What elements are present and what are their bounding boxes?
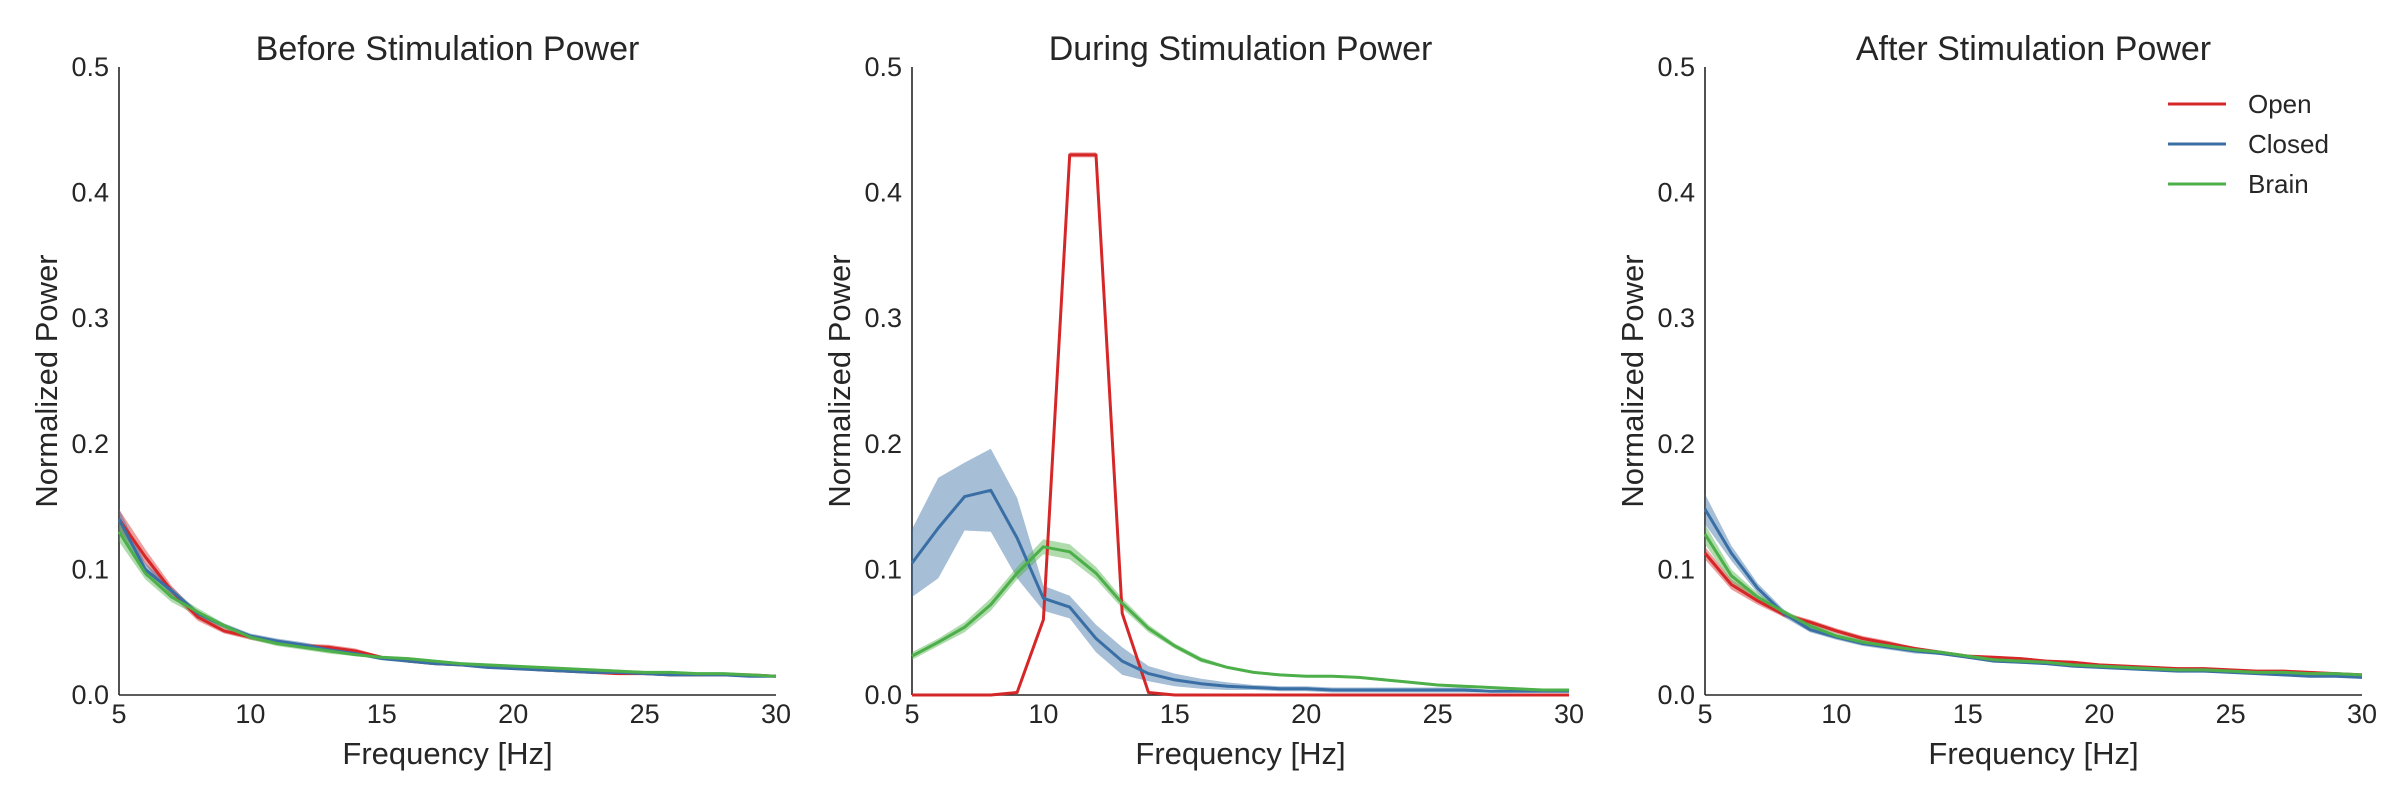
y-tick-label: 0.0: [1657, 680, 1695, 710]
series-line-closed: [1703, 508, 2363, 679]
chart-title: During Stimulation Power: [1049, 30, 1433, 68]
y-tick-label: 0.5: [864, 52, 902, 82]
y-tick-label: 0.2: [864, 429, 902, 459]
x-tick-label: 10: [1028, 699, 1058, 729]
series-line-open: [1703, 552, 2363, 677]
chart-title: After Stimulation Power: [1856, 30, 2211, 68]
series-band-open: [1705, 546, 2362, 677]
y-tick-label: 0.3: [71, 303, 109, 333]
y-tick-label: 0.2: [71, 429, 109, 459]
series-line-closed: [117, 518, 776, 678]
x-tick-label: 20: [2084, 699, 2114, 729]
x-tick-label: 15: [367, 699, 397, 729]
x-tick-label: 20: [1291, 699, 1321, 729]
y-tick-label: 0.0: [864, 680, 902, 710]
x-tick-label: 25: [630, 699, 660, 729]
y-tick-label: 0.3: [864, 303, 902, 333]
series-line-closed: [910, 488, 1569, 693]
series-line-brain: [911, 545, 1569, 692]
y-axis-label: Normalized Power: [822, 254, 857, 507]
legend: Open Closed Brain: [2168, 89, 2329, 199]
x-tick-label: 5: [111, 699, 126, 729]
legend-label-brain: Brain: [2248, 169, 2309, 199]
chart-panel-3: After Stimulation Power 5 10 15 20 25 30 0.0 0.1…: [1615, 30, 2377, 771]
x-tick-label: 25: [1423, 699, 1453, 729]
x-tick-label: 20: [498, 699, 528, 729]
series-band-open: [119, 509, 776, 678]
y-tick-label: 0.5: [1657, 52, 1695, 82]
x-tick-label: 5: [904, 699, 919, 729]
series-band-closed: [1705, 494, 2362, 679]
series-line-open: [117, 518, 777, 678]
chart-panel-1: Before Stimulation Power 5 10 15 20 25 30 0.0 0.…: [29, 30, 791, 771]
chart-panel-2: During Stimulation Power 5 10 15 20 25 30 0.0 0.…: [822, 30, 1584, 771]
x-tick-label: 10: [1821, 699, 1851, 729]
y-tick-label: 0.0: [71, 680, 109, 710]
series-line-brain: [117, 530, 777, 678]
series-band-closed: [119, 509, 776, 678]
series-line-brain: [1703, 533, 2363, 677]
x-axis-label: Frequency [Hz]: [1928, 736, 2138, 771]
x-tick-label: 30: [2347, 699, 2377, 729]
x-tick-label: 15: [1953, 699, 1983, 729]
y-axis-label: Normalized Power: [1615, 254, 1650, 507]
y-tick-label: 0.1: [864, 554, 902, 584]
legend-label-open: Open: [2248, 89, 2312, 119]
x-tick-label: 30: [761, 699, 791, 729]
series-line-open: [912, 153, 1569, 697]
x-tick-label: 30: [1554, 699, 1584, 729]
y-tick-label: 0.4: [864, 178, 902, 208]
x-tick-label: 10: [235, 699, 265, 729]
y-axis-label: Normalized Power: [29, 254, 64, 507]
y-tick-label: 0.4: [71, 178, 109, 208]
x-tick-label: 5: [1697, 699, 1712, 729]
legend-label-closed: Closed: [2248, 129, 2329, 159]
y-tick-label: 0.1: [71, 554, 109, 584]
series-band-open: [912, 152, 1569, 695]
y-tick-label: 0.1: [1657, 554, 1695, 584]
series-band-brain: [1705, 524, 2362, 677]
y-tick-label: 0.3: [1657, 303, 1695, 333]
series-band-closed: [912, 448, 1569, 693]
x-tick-label: 15: [1160, 699, 1190, 729]
chart-title: Before Stimulation Power: [256, 30, 640, 68]
y-tick-label: 0.2: [1657, 429, 1695, 459]
y-tick-label: 0.5: [71, 52, 109, 82]
x-axis-label: Frequency [Hz]: [1135, 736, 1345, 771]
x-axis-label: Frequency [Hz]: [342, 736, 552, 771]
x-tick-label: 25: [2216, 699, 2246, 729]
y-tick-label: 0.4: [1657, 178, 1695, 208]
series-band-brain: [119, 521, 776, 678]
